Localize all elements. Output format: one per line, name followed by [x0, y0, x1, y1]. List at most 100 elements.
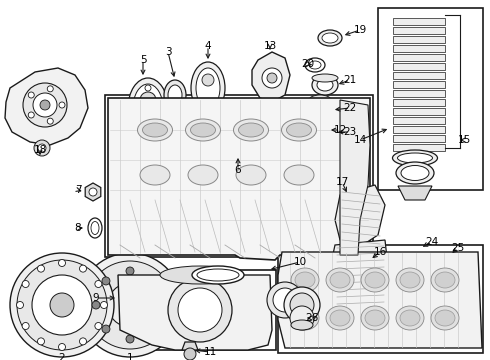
Circle shape	[28, 92, 34, 98]
Circle shape	[34, 140, 50, 156]
Text: 8: 8	[74, 223, 81, 233]
Polygon shape	[398, 186, 432, 200]
Ellipse shape	[291, 320, 313, 330]
Ellipse shape	[322, 33, 338, 43]
Polygon shape	[335, 185, 385, 248]
Text: 20: 20	[301, 59, 315, 69]
Text: 17: 17	[335, 177, 348, 187]
Bar	[393, 126, 445, 133]
Ellipse shape	[317, 79, 333, 91]
Bar	[393, 81, 445, 88]
Text: 13: 13	[264, 41, 277, 51]
Ellipse shape	[284, 165, 314, 185]
Text: 1: 1	[127, 353, 133, 360]
Polygon shape	[5, 68, 88, 145]
Text: 14: 14	[353, 135, 367, 145]
Circle shape	[126, 335, 134, 343]
Circle shape	[23, 83, 67, 127]
Polygon shape	[278, 252, 482, 348]
Circle shape	[79, 265, 87, 272]
Circle shape	[165, 105, 171, 111]
Text: 2: 2	[59, 353, 65, 360]
Ellipse shape	[143, 123, 168, 137]
Bar	[278, 245, 483, 353]
Ellipse shape	[330, 310, 350, 326]
Bar	[378, 8, 483, 190]
Ellipse shape	[191, 123, 216, 137]
Bar	[393, 144, 445, 151]
Circle shape	[50, 293, 74, 317]
Ellipse shape	[191, 62, 225, 114]
Bar	[393, 45, 445, 52]
Circle shape	[78, 253, 182, 357]
Circle shape	[150, 325, 158, 333]
Bar	[393, 54, 445, 61]
Text: 10: 10	[294, 257, 307, 267]
Text: 6: 6	[235, 165, 241, 175]
Bar	[393, 108, 445, 115]
Ellipse shape	[309, 61, 321, 69]
Circle shape	[38, 265, 45, 272]
Text: 22: 22	[343, 103, 357, 113]
Circle shape	[38, 338, 45, 345]
Ellipse shape	[188, 165, 218, 185]
Bar	[393, 72, 445, 79]
Ellipse shape	[326, 268, 354, 292]
Circle shape	[290, 293, 314, 317]
Circle shape	[140, 92, 156, 108]
Bar	[118, 270, 276, 350]
Polygon shape	[118, 275, 272, 350]
Ellipse shape	[140, 165, 170, 185]
Ellipse shape	[287, 123, 312, 137]
Circle shape	[290, 306, 314, 330]
Ellipse shape	[365, 272, 385, 288]
Circle shape	[22, 280, 29, 288]
Ellipse shape	[400, 310, 420, 326]
Circle shape	[273, 288, 297, 312]
Ellipse shape	[295, 310, 315, 326]
Ellipse shape	[281, 119, 317, 141]
Polygon shape	[340, 100, 370, 255]
Ellipse shape	[318, 128, 332, 136]
Text: 12: 12	[333, 125, 346, 135]
Ellipse shape	[314, 125, 336, 139]
Ellipse shape	[330, 272, 350, 288]
Circle shape	[89, 188, 97, 196]
Ellipse shape	[88, 218, 102, 238]
Circle shape	[92, 301, 100, 309]
Circle shape	[102, 277, 110, 285]
Ellipse shape	[312, 75, 338, 95]
Circle shape	[10, 253, 114, 357]
Text: 5: 5	[140, 55, 147, 65]
Bar	[393, 27, 445, 34]
Ellipse shape	[138, 119, 172, 141]
Ellipse shape	[361, 306, 389, 330]
Ellipse shape	[318, 30, 342, 46]
Text: 24: 24	[425, 237, 439, 247]
Circle shape	[126, 267, 134, 275]
Ellipse shape	[295, 272, 315, 288]
Circle shape	[47, 86, 53, 92]
Polygon shape	[85, 183, 101, 201]
Text: 26: 26	[305, 313, 318, 323]
Circle shape	[100, 302, 107, 309]
Text: 11: 11	[203, 347, 217, 357]
Circle shape	[40, 100, 50, 110]
Circle shape	[86, 261, 174, 349]
Ellipse shape	[160, 266, 240, 284]
Circle shape	[160, 301, 168, 309]
Ellipse shape	[365, 310, 385, 326]
Circle shape	[150, 277, 158, 285]
Ellipse shape	[392, 150, 438, 166]
Ellipse shape	[312, 74, 338, 82]
Ellipse shape	[164, 80, 186, 110]
Circle shape	[120, 295, 140, 315]
Ellipse shape	[133, 84, 163, 132]
Ellipse shape	[192, 266, 244, 284]
Ellipse shape	[234, 119, 269, 141]
Bar	[393, 117, 445, 124]
Polygon shape	[108, 98, 370, 260]
Circle shape	[59, 102, 65, 108]
Ellipse shape	[396, 268, 424, 292]
Circle shape	[267, 73, 277, 83]
